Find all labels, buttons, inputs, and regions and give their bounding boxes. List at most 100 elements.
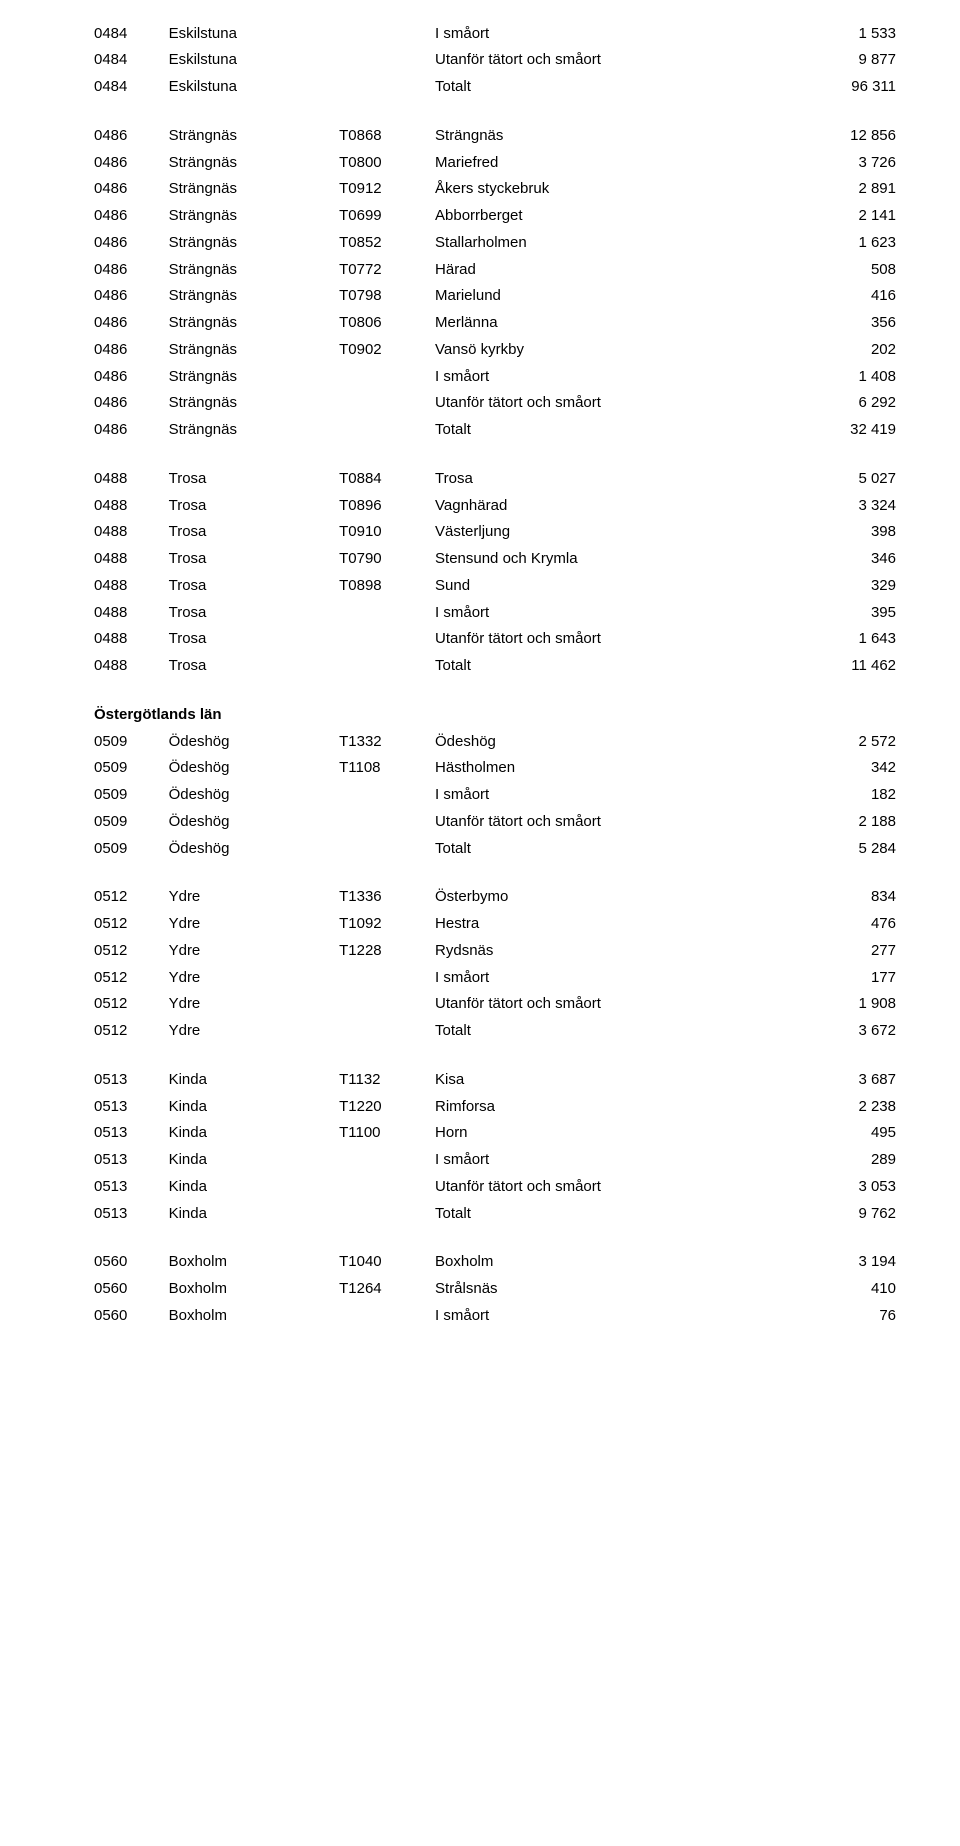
municipality-cell: Strängnäs — [165, 336, 336, 363]
locality-name-cell: Abborrberget — [431, 203, 772, 230]
locality-name-cell: Totalt — [431, 835, 772, 862]
municipality-cell: Eskilstuna — [165, 74, 336, 101]
municipality-cell: Boxholm — [165, 1302, 336, 1329]
table-row: 0509ÖdeshögT1332Ödeshög2 572 — [90, 728, 900, 755]
spacer — [90, 679, 900, 701]
locality-code-cell: T1220 — [335, 1093, 431, 1120]
code-cell: 0486 — [90, 417, 165, 444]
code-cell: 0513 — [90, 1147, 165, 1174]
municipality-cell: Ydre — [165, 991, 336, 1018]
value-cell: 356 — [772, 310, 900, 337]
municipality-cell: Trosa — [165, 626, 336, 653]
municipality-cell: Strängnäs — [165, 310, 336, 337]
locality-code-cell: T0898 — [335, 572, 431, 599]
locality-code-cell — [335, 782, 431, 809]
locality-code-cell — [335, 626, 431, 653]
locality-code-cell — [335, 835, 431, 862]
code-cell: 0488 — [90, 572, 165, 599]
locality-code-cell — [335, 390, 431, 417]
locality-name-cell: I småort — [431, 363, 772, 390]
code-cell: 0486 — [90, 336, 165, 363]
spacer — [90, 443, 900, 465]
locality-code-cell — [335, 1200, 431, 1227]
code-cell: 0486 — [90, 229, 165, 256]
municipality-cell: Kinda — [165, 1066, 336, 1093]
municipality-cell: Ydre — [165, 1018, 336, 1045]
municipality-cell: Trosa — [165, 572, 336, 599]
locality-name-cell: I småort — [431, 1302, 772, 1329]
locality-code-cell: T1092 — [335, 911, 431, 938]
value-cell: 177 — [772, 964, 900, 991]
municipality-cell: Kinda — [165, 1093, 336, 1120]
value-cell: 342 — [772, 755, 900, 782]
code-cell: 0488 — [90, 599, 165, 626]
table-row: 0513KindaT1132Kisa3 687 — [90, 1066, 900, 1093]
municipality-cell: Trosa — [165, 519, 336, 546]
locality-name-cell: Österbymo — [431, 884, 772, 911]
table-row: 0512YdreT1336Österbymo834 — [90, 884, 900, 911]
table-row: Östergötlands län — [90, 701, 900, 728]
municipality-cell: Eskilstuna — [165, 47, 336, 74]
value-cell: 1 908 — [772, 991, 900, 1018]
table-row: 0486SträngnäsT0868Strängnäs12 856 — [90, 122, 900, 149]
locality-name-cell: Västerljung — [431, 519, 772, 546]
table-row — [90, 1044, 900, 1066]
locality-name-cell: Utanför tätort och småort — [431, 991, 772, 1018]
code-cell: 0488 — [90, 465, 165, 492]
table-row: 0488TrosaT0896Vagnhärad3 324 — [90, 492, 900, 519]
table-row: 0488TrosaI småort395 — [90, 599, 900, 626]
table-row — [90, 100, 900, 122]
locality-name-cell: Strängnäs — [431, 122, 772, 149]
locality-name-cell: Mariefred — [431, 149, 772, 176]
municipality-cell: Kinda — [165, 1173, 336, 1200]
code-cell: 0484 — [90, 74, 165, 101]
locality-code-cell: T0800 — [335, 149, 431, 176]
table-row: 0513KindaTotalt9 762 — [90, 1200, 900, 1227]
table-row: 0486SträngnäsT0902Vansö kyrkby202 — [90, 336, 900, 363]
locality-name-cell: Totalt — [431, 1200, 772, 1227]
municipality-cell: Ödeshög — [165, 782, 336, 809]
locality-code-cell — [335, 964, 431, 991]
locality-code-cell: T0806 — [335, 310, 431, 337]
table-body: 0484EskilstunaI småort1 5330484Eskilstun… — [90, 20, 900, 1329]
spacer — [90, 100, 900, 122]
municipality-cell: Boxholm — [165, 1276, 336, 1303]
locality-name-cell: Vagnhärad — [431, 492, 772, 519]
locality-code-cell — [335, 47, 431, 74]
code-cell: 0486 — [90, 283, 165, 310]
code-cell: 0486 — [90, 310, 165, 337]
table-row: 0560BoxholmT1264Strålsnäs410 — [90, 1276, 900, 1303]
code-cell: 0512 — [90, 911, 165, 938]
value-cell: 9 762 — [772, 1200, 900, 1227]
locality-name-cell: Totalt — [431, 74, 772, 101]
code-cell: 0509 — [90, 728, 165, 755]
value-cell: 277 — [772, 937, 900, 964]
locality-name-cell: Trosa — [431, 465, 772, 492]
code-cell: 0512 — [90, 1018, 165, 1045]
value-cell: 2 188 — [772, 808, 900, 835]
municipality-cell: Strängnäs — [165, 417, 336, 444]
table-row: 0509ÖdeshögT1108Hästholmen342 — [90, 755, 900, 782]
municipality-cell: Strängnäs — [165, 203, 336, 230]
code-cell: 0488 — [90, 626, 165, 653]
code-cell: 0486 — [90, 256, 165, 283]
code-cell: 0560 — [90, 1302, 165, 1329]
locality-code-cell — [335, 74, 431, 101]
municipality-cell: Boxholm — [165, 1249, 336, 1276]
table-row: 0486SträngnäsT0912Åkers styckebruk2 891 — [90, 176, 900, 203]
table-row: 0513KindaT1220Rimforsa2 238 — [90, 1093, 900, 1120]
table-row: 0488TrosaT0884Trosa5 027 — [90, 465, 900, 492]
table-row: 0513KindaT1100Horn495 — [90, 1120, 900, 1147]
code-cell: 0513 — [90, 1200, 165, 1227]
municipality-cell: Ödeshög — [165, 835, 336, 862]
municipality-cell: Strängnäs — [165, 390, 336, 417]
municipality-cell: Strängnäs — [165, 229, 336, 256]
locality-code-cell: T1100 — [335, 1120, 431, 1147]
section-heading: Östergötlands län — [90, 701, 900, 728]
locality-name-cell: Hästholmen — [431, 755, 772, 782]
value-cell: 289 — [772, 1147, 900, 1174]
value-cell: 3 672 — [772, 1018, 900, 1045]
table-row: 0512YdreTotalt3 672 — [90, 1018, 900, 1045]
table-row: 0486SträngnäsT0852Stallarholmen1 623 — [90, 229, 900, 256]
code-cell: 0488 — [90, 492, 165, 519]
